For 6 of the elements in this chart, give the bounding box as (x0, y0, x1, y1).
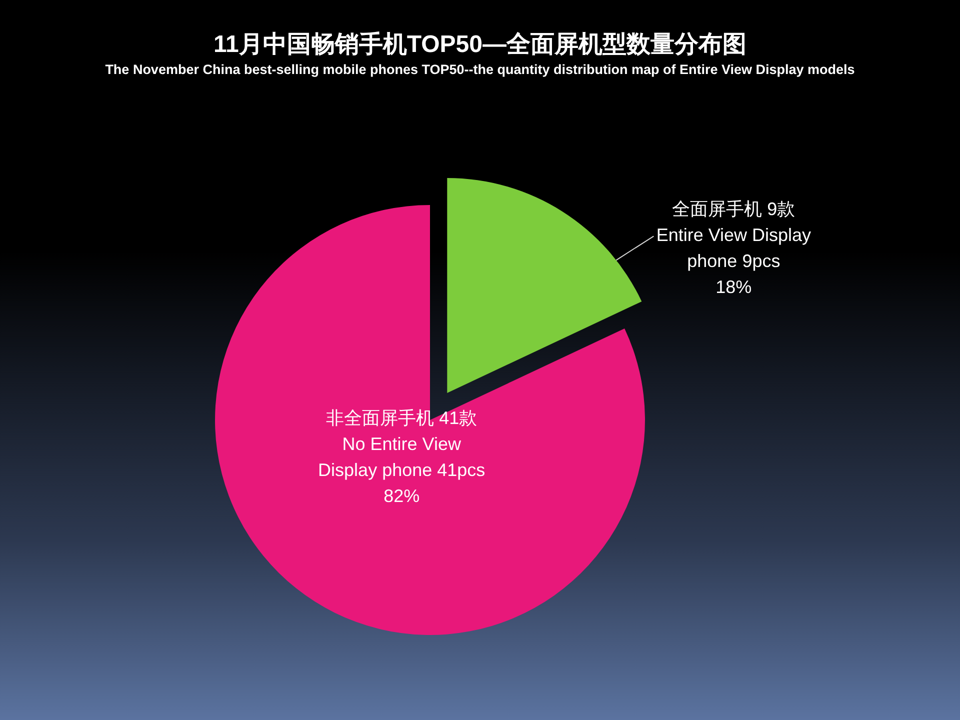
chart-title: 11月中国畅销手机TOP50—全面屏机型数量分布图 (214, 31, 746, 58)
chart-subtitle: The November China best-selling mobile phones TOP50--the quantity distribution map of Entire View Display models (105, 62, 855, 77)
slice-label: 非全面屏手机 41款 No Entire View Display phone 41pcs (318, 408, 486, 480)
data-label: 18% (716, 277, 752, 298)
slice-label: 全面屏手机 9款 Entire View Display phone 9pcs (656, 199, 812, 272)
data-label: 82% (384, 486, 420, 506)
